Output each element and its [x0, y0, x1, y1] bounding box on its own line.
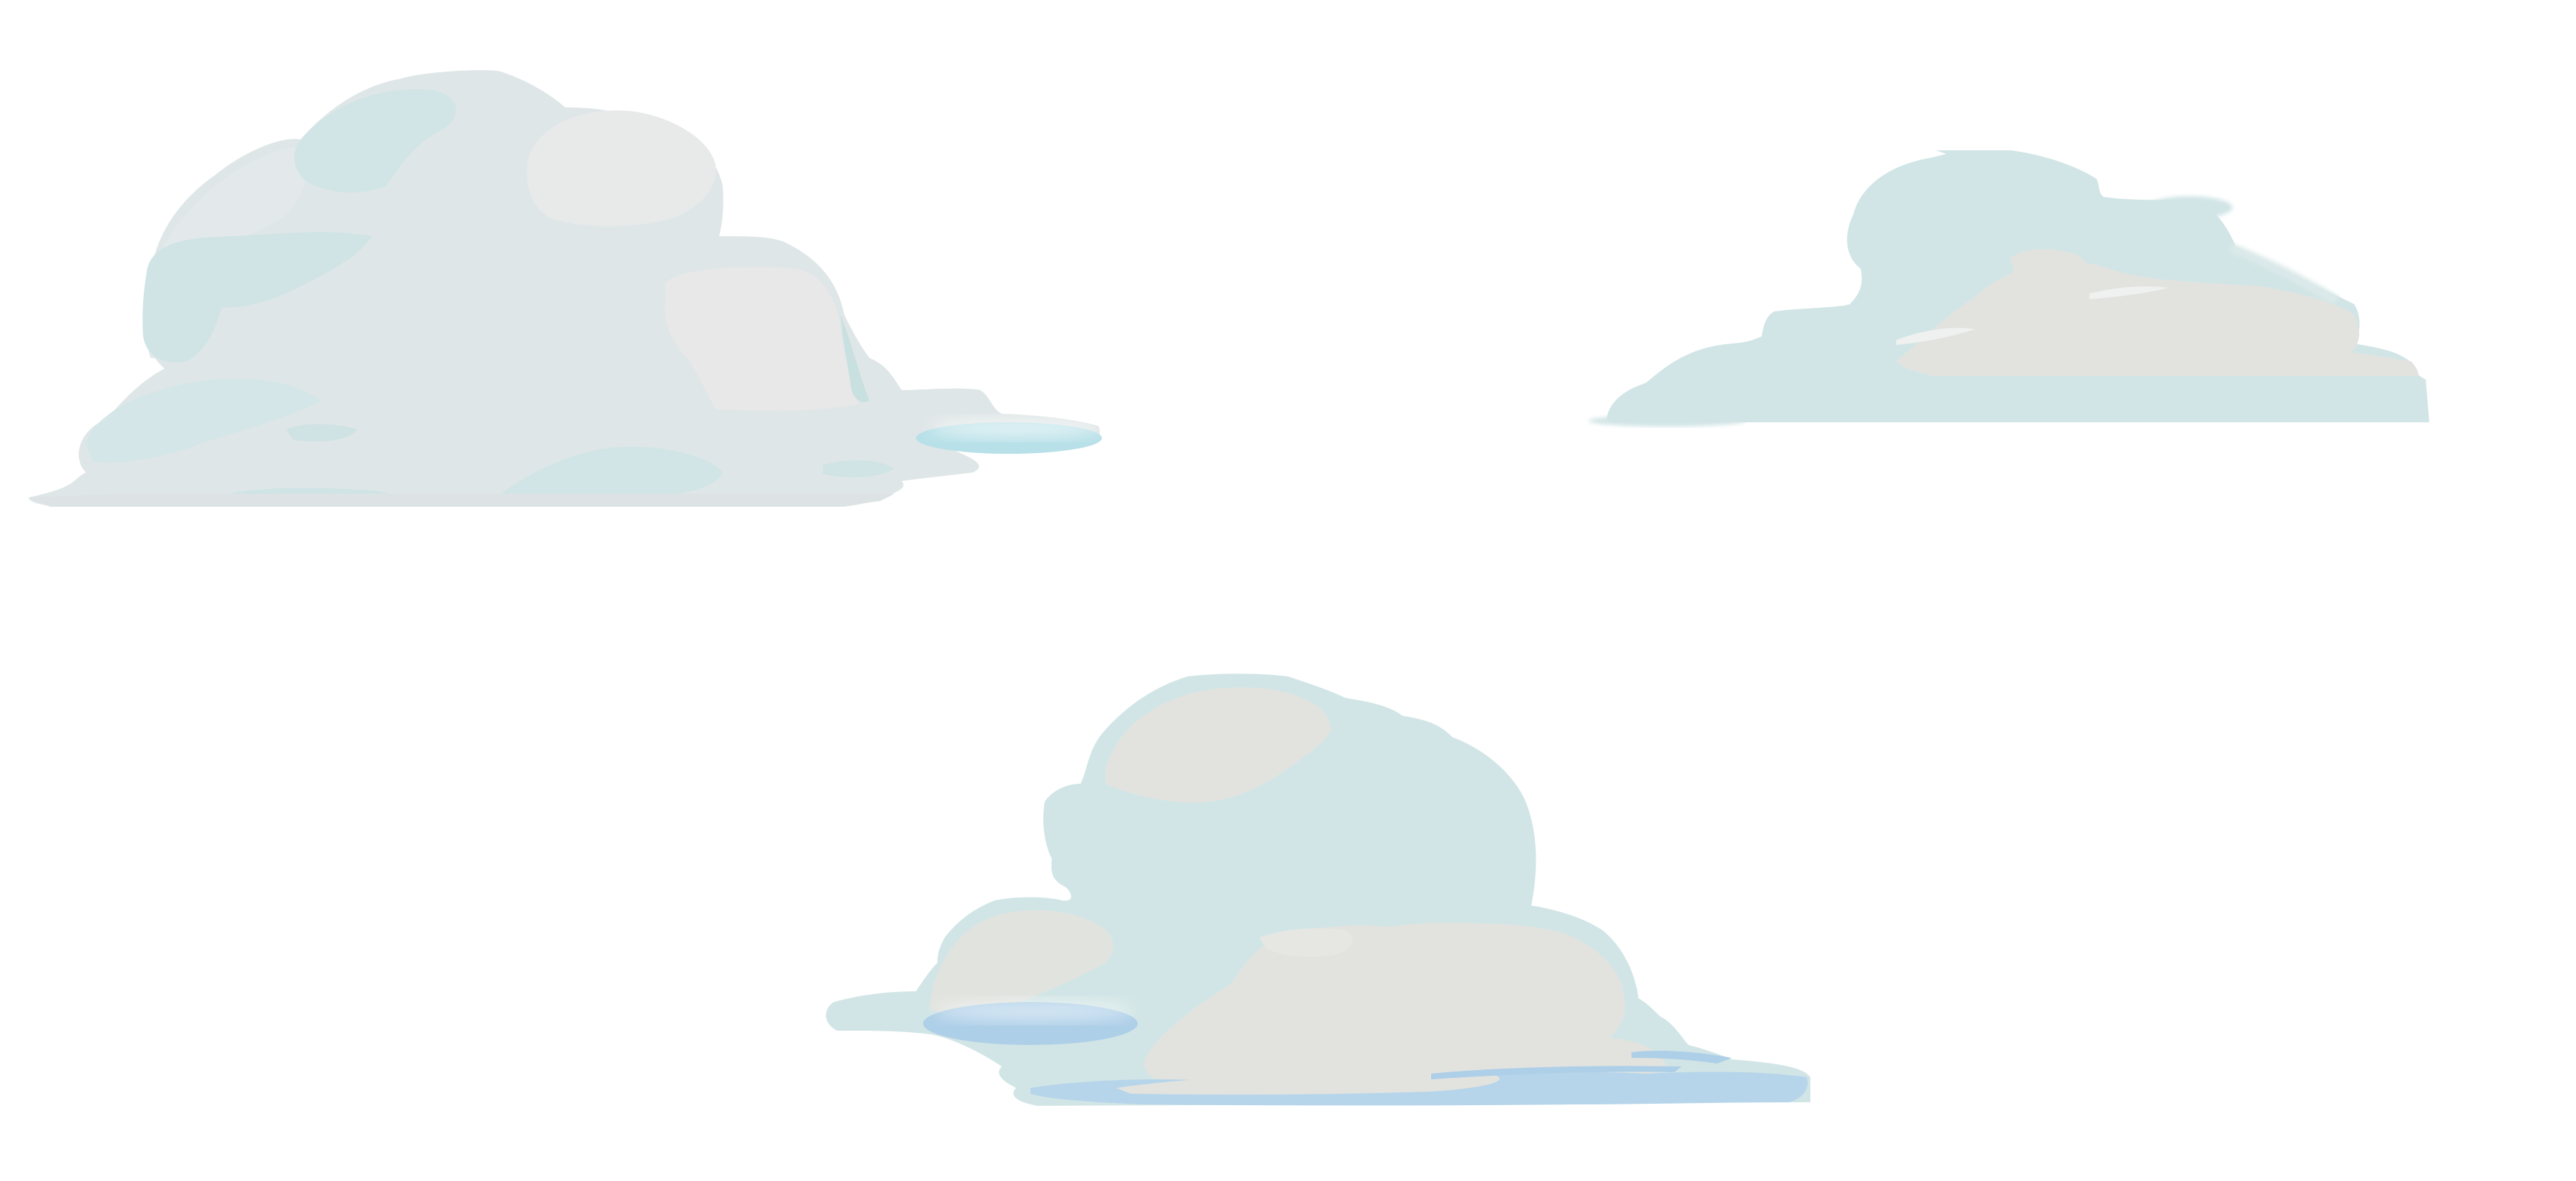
cloud-large-left: [29, 70, 1102, 507]
cloud-large-left-pale-dome: [527, 110, 716, 227]
cloud-large-left-teal-patch-2: [142, 232, 373, 363]
cloud-center-bottom-stone-streaks: [1116, 1072, 1500, 1095]
cloud-center-bottom-stone-mass: [1144, 923, 1667, 1099]
cloud-large-left-teal-edge: [841, 315, 869, 402]
cloud-center-bottom-stone-top: [1106, 687, 1331, 802]
cloud-large-left-teal-patch-7: [823, 460, 894, 477]
cloud-large-left-teal-patch-1: [294, 89, 457, 193]
cloud-center-bottom-blue-line-1: [1431, 1066, 1682, 1079]
cloud-center-bottom-stone-left: [930, 910, 1113, 1014]
cloud-flat-right-highlight-2: [2089, 286, 2168, 299]
cloud-large-left-teal-patch-3: [86, 379, 322, 463]
cloud-large-left-teal-patch-6: [286, 424, 358, 442]
cloud-center-bottom: [826, 674, 1810, 1106]
cloud-center-bottom-blue-line-2: [1631, 1050, 1732, 1064]
cloud-center-bottom-stone-ridge: [1259, 928, 1353, 957]
cloud-large-left-pale-block: [665, 267, 859, 411]
cloud-flat-right-stone-mass: [1896, 261, 2419, 376]
cloud-large-left-cyan-pool-glow: [930, 418, 1102, 438]
cloud-flat-right-highlight-1: [1896, 328, 1975, 345]
cloud-flat-right: [1589, 150, 2429, 427]
cloud-flat-right-soft-edge: [2229, 243, 2340, 304]
cloud-flat-right-soft-left: [1589, 415, 1746, 427]
cloud-large-left-teal-patch-5: [501, 447, 723, 500]
cloud-flat-right-stone-peak: [2011, 249, 2087, 281]
cloud-large-left-streaks: [29, 494, 894, 507]
cloud-large-left-shoulder: [145, 147, 307, 361]
cloud-flat-right-soft-top: [2147, 196, 2233, 219]
cloud-center-bottom-blue-pool-glow: [934, 1000, 1134, 1021]
